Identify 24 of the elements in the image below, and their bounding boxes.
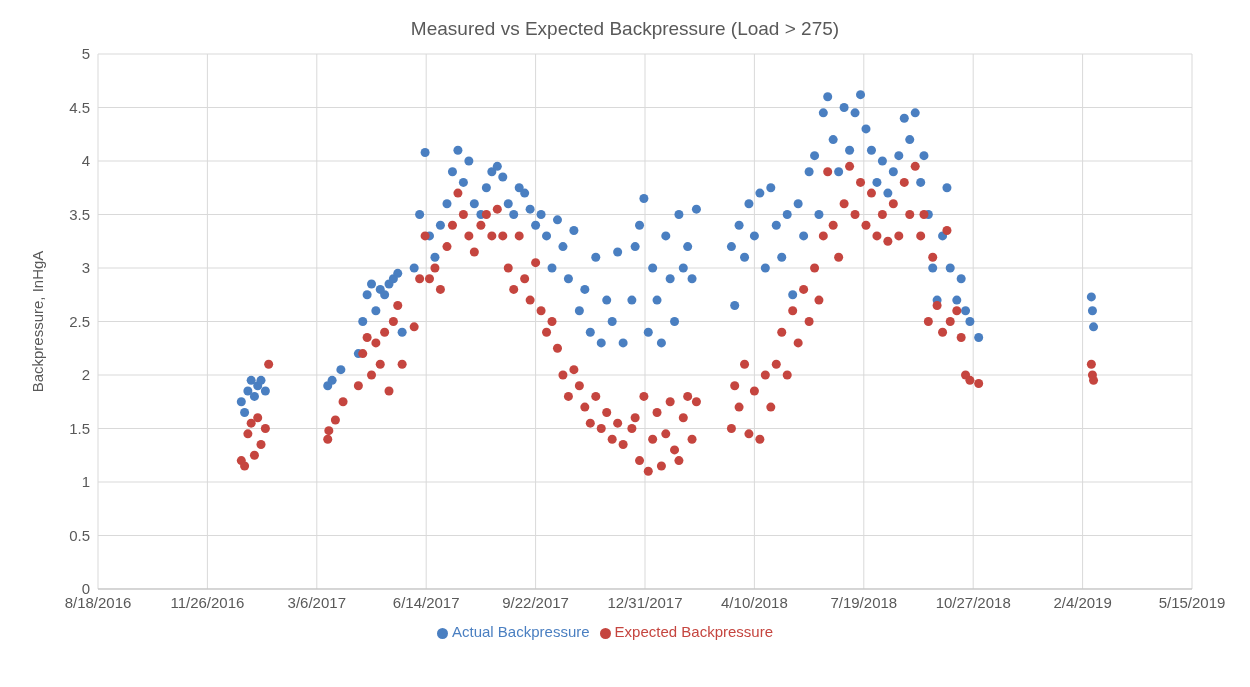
legend-label: Actual Backpressure [452,623,590,640]
y-axis-title: Backpressure, InHgA [29,250,47,393]
y-tick-label: 5 [81,45,90,63]
y-tick-label: 4 [81,152,90,170]
y-tick-label: 1.5 [69,419,90,437]
x-tick-label: 10/27/2018 [935,593,1011,611]
x-tick-label: 3/6/2017 [287,593,346,611]
x-tick-label: 4/10/2018 [721,593,788,611]
x-tick-label: 11/26/2016 [170,593,245,611]
y-tick-label: 4.5 [69,98,90,116]
x-tick-label: 7/19/2018 [830,593,898,611]
chart-title: Measured vs Expected Backpressure (Load > 275) [409,17,841,40]
x-tick-label: 6/14/2017 [392,593,460,611]
y-tick-label: 3 [81,259,90,277]
y-tick-label: 0.5 [69,526,90,544]
y-tick-label: 1 [81,473,90,491]
x-tick-label: 12/31/2017 [607,593,683,611]
y-tick-label: 3.5 [69,205,90,223]
y-tick-label: 2 [81,366,90,384]
x-tick-label: 2/4/2019 [1053,593,1112,611]
y-tick-label: 2.5 [69,312,90,330]
x-tick-label: 9/22/2017 [502,593,569,611]
legend-label: Expected Backpressure [614,623,773,640]
x-tick-label: 5/15/2019 [1158,593,1226,611]
